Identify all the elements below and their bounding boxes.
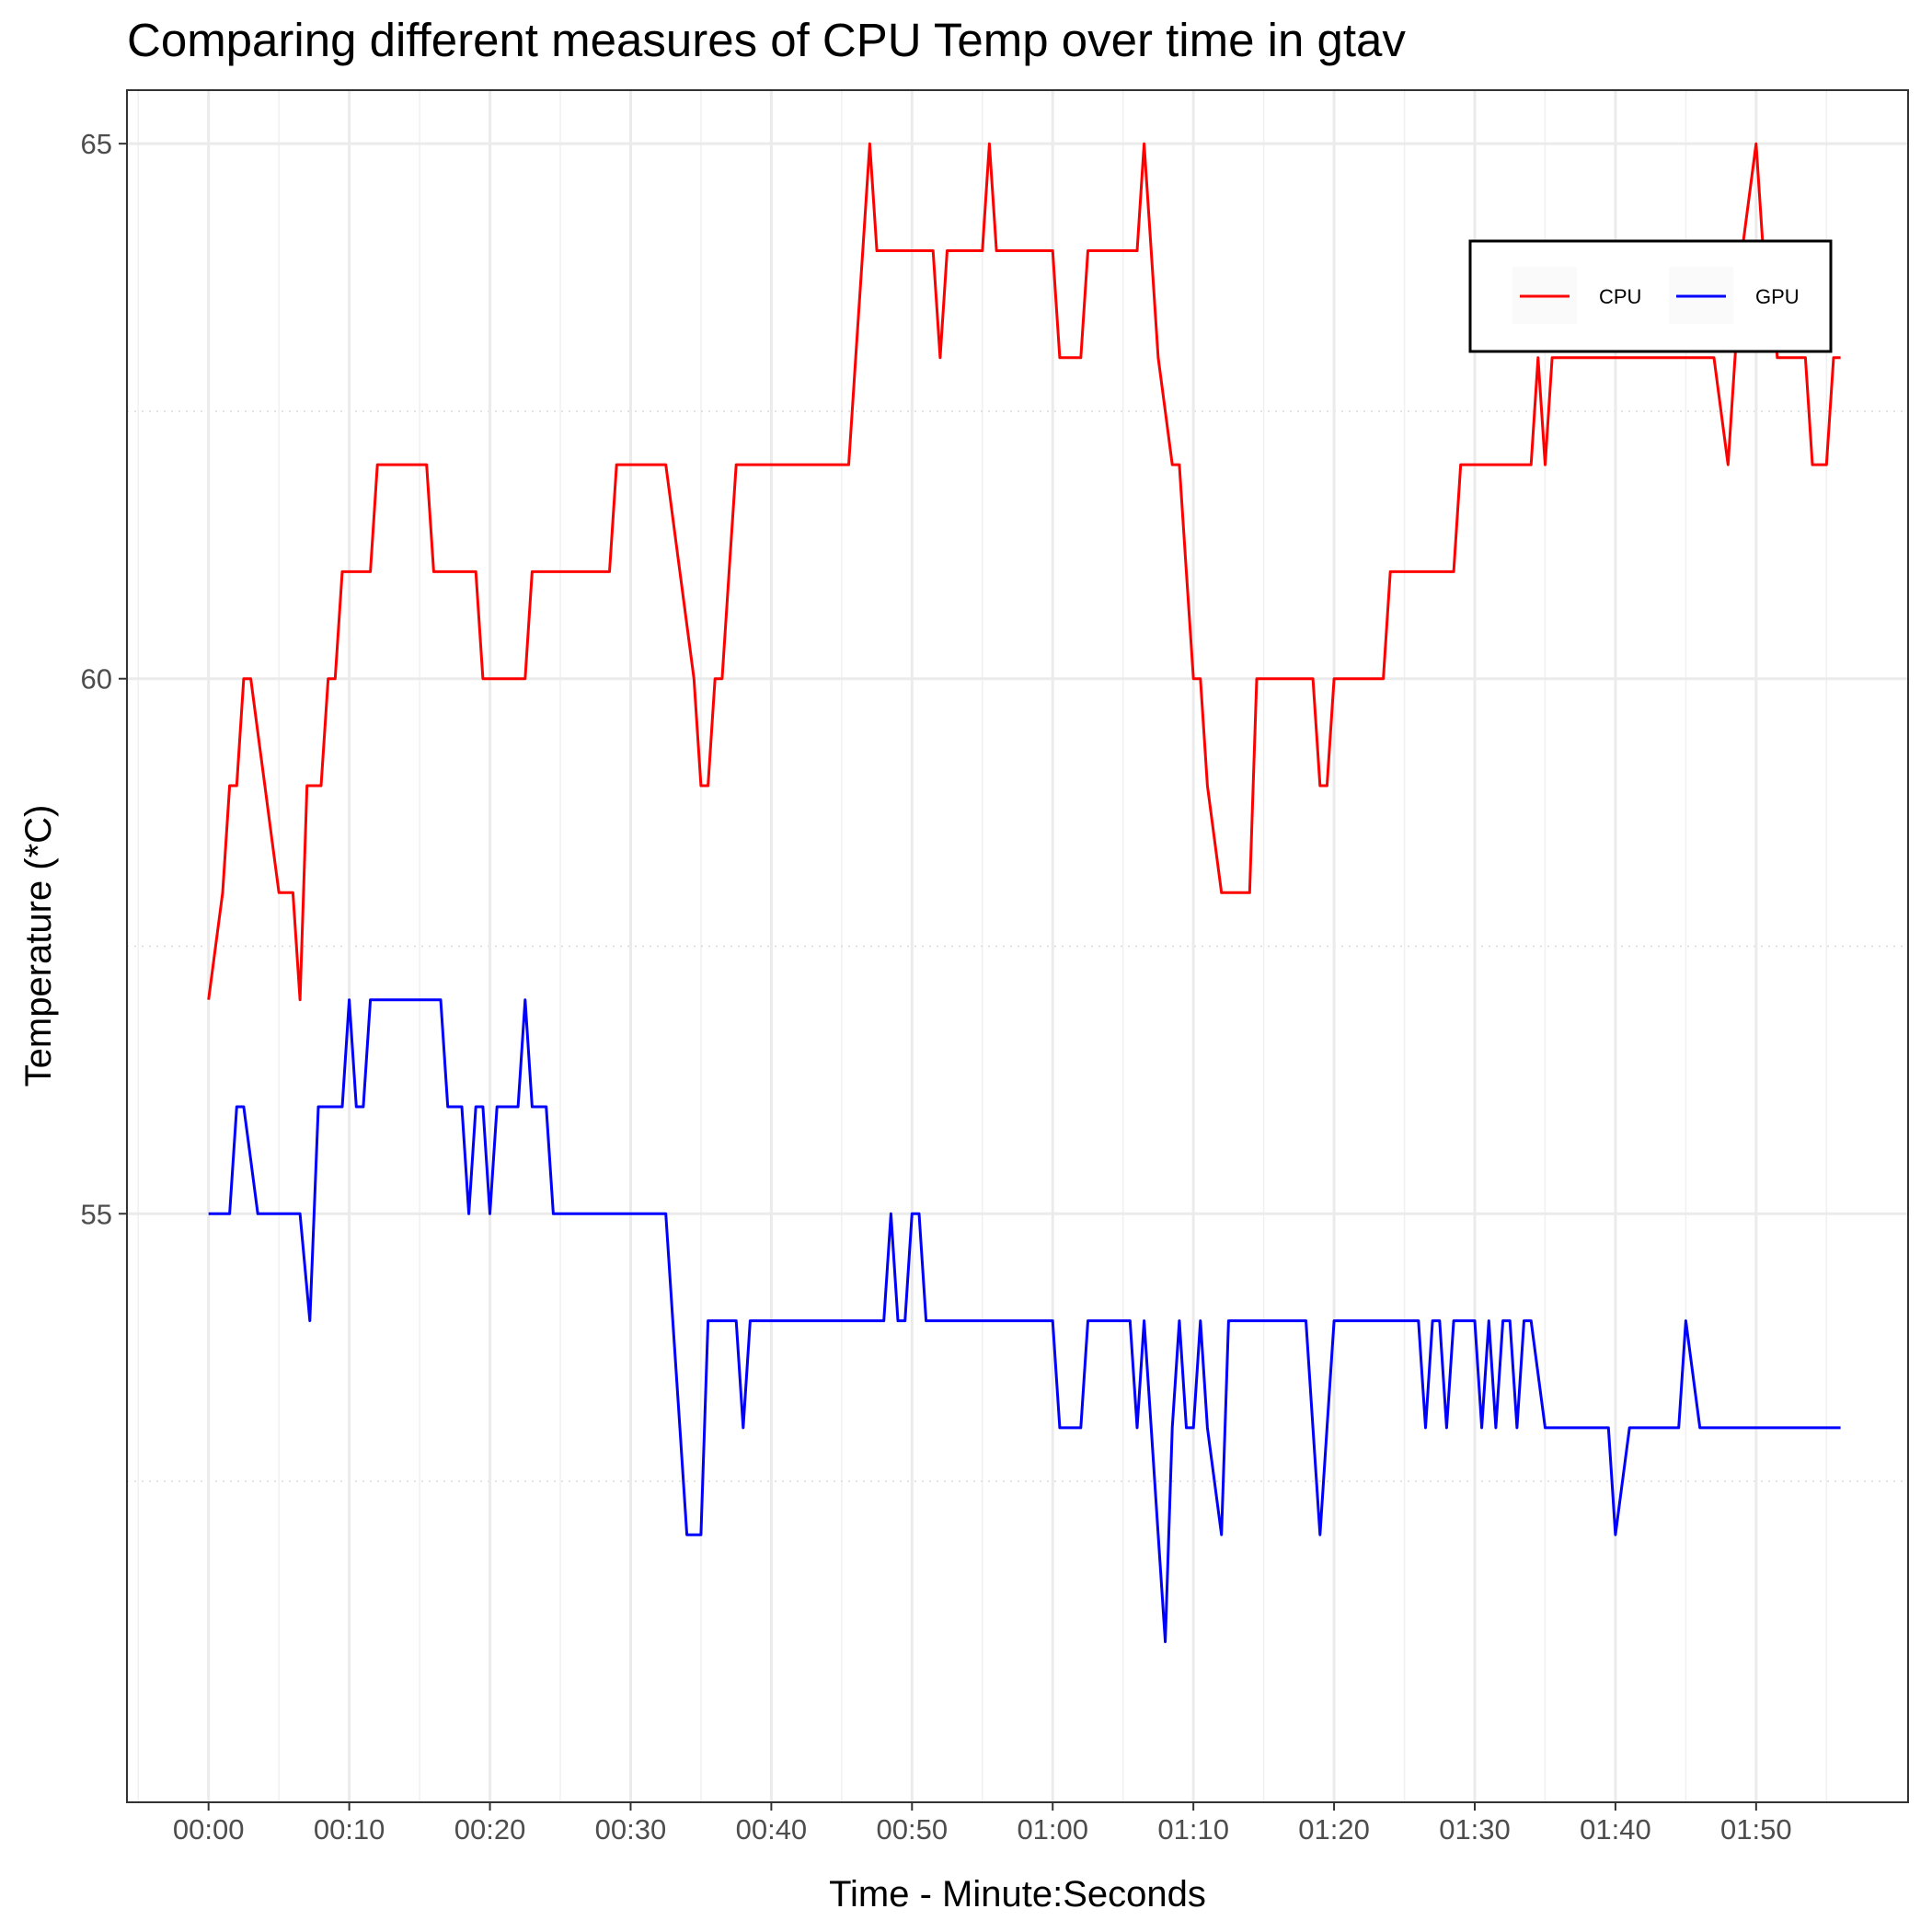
x-axis: 00:00 00:10 00:20 00:30 00:40 00:50 01:00 01:10… [173,1802,1792,1846]
y-tick-label: 65 [81,128,112,160]
x-tick-label: 01:20 [1298,1813,1370,1846]
y-tick-label: 60 [81,663,112,696]
x-tick-label: 00:30 [595,1813,667,1846]
y-axis-title: Temperature (*C) [18,805,59,1087]
x-axis-title: Time - Minute:Seconds [829,1874,1206,1915]
x-tick-label: 01:30 [1439,1813,1511,1846]
series-line-cpu [207,142,1841,1002]
legend: CPU GPU [1468,239,1833,353]
x-tick-label: 00:00 [173,1813,245,1846]
x-tick-label: 00:40 [736,1813,808,1846]
y-axis: 55 60 65 [81,128,127,1230]
series-layer [207,142,1841,1643]
legend-label-gpu: GPU [1755,285,1800,308]
x-tick-label: 01:00 [1017,1813,1088,1846]
chart-title: Comparing different measures of CPU Temp… [127,14,1406,66]
x-tick-label: 00:20 [454,1813,526,1846]
x-tick-label: 01:10 [1157,1813,1229,1846]
minor-grid [127,90,1908,1802]
plot-panel-border [126,89,1909,1803]
legend-label-cpu: CPU [1599,285,1641,308]
x-tick-label: 01:40 [1580,1813,1651,1846]
series-line-gpu [208,998,1841,1643]
y-tick-label: 55 [81,1198,112,1230]
x-tick-label: 01:50 [1720,1813,1792,1846]
x-tick-label: 00:50 [877,1813,949,1846]
major-grid [127,90,1908,1802]
x-tick-label: 00:10 [314,1813,385,1846]
